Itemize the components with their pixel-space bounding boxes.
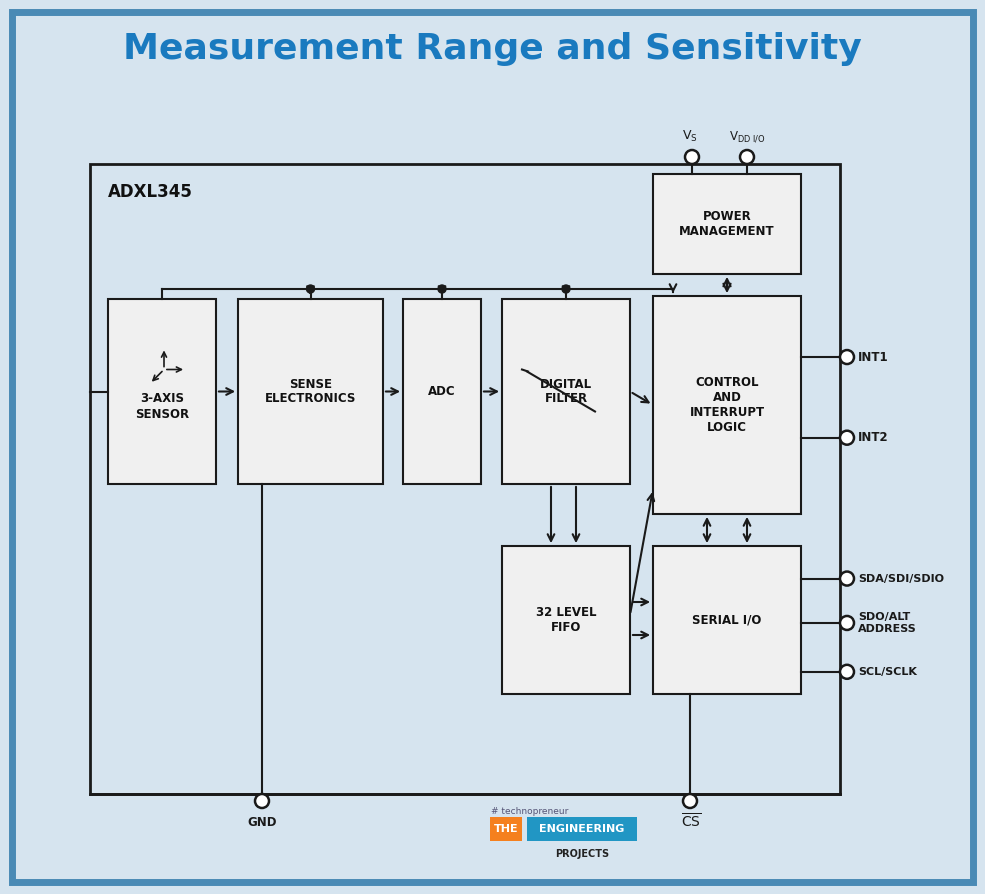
Circle shape: [840, 350, 854, 364]
Bar: [653, 174, 801, 274]
Bar: [502, 299, 630, 484]
Text: SDA/SDI/SDIO: SDA/SDI/SDIO: [858, 574, 944, 584]
Circle shape: [840, 571, 854, 586]
Bar: [490, 817, 522, 841]
Text: $\overline{\mathsf{CS}}$: $\overline{\mathsf{CS}}$: [681, 812, 701, 831]
Text: CONTROL
AND
INTERRUPT
LOGIC: CONTROL AND INTERRUPT LOGIC: [690, 376, 764, 434]
Text: DIGITAL
FILTER: DIGITAL FILTER: [540, 377, 592, 406]
Bar: [238, 299, 383, 484]
Circle shape: [840, 665, 854, 679]
Text: PROJECTS: PROJECTS: [555, 849, 609, 859]
Circle shape: [562, 285, 570, 293]
Text: ADXL345: ADXL345: [107, 183, 192, 201]
Circle shape: [255, 794, 269, 808]
Text: INT1: INT1: [858, 350, 888, 364]
Text: GND: GND: [247, 816, 277, 829]
Circle shape: [683, 794, 697, 808]
Circle shape: [438, 285, 446, 293]
Text: Measurement Range and Sensitivity: Measurement Range and Sensitivity: [122, 32, 861, 66]
Text: ADC: ADC: [428, 385, 456, 398]
Text: SDO/ALT
ADDRESS: SDO/ALT ADDRESS: [858, 612, 917, 634]
Bar: [502, 546, 630, 694]
Bar: [90, 164, 840, 794]
Text: ENGINEERING: ENGINEERING: [540, 824, 624, 834]
Text: SERIAL I/O: SERIAL I/O: [692, 613, 761, 627]
Text: $\mathsf{V_S}$: $\mathsf{V_S}$: [683, 129, 698, 144]
Circle shape: [306, 285, 314, 293]
Bar: [403, 299, 481, 484]
Text: # technopreneur: # technopreneur: [492, 806, 568, 815]
Text: 3-AXIS
SENSOR: 3-AXIS SENSOR: [135, 392, 189, 420]
Text: $\mathsf{V_{DD\ I/O}}$: $\mathsf{V_{DD\ I/O}}$: [729, 130, 765, 144]
Bar: [108, 299, 216, 484]
Circle shape: [740, 150, 754, 164]
Text: POWER
MANAGEMENT: POWER MANAGEMENT: [680, 210, 775, 238]
Text: INT2: INT2: [858, 431, 888, 444]
Circle shape: [840, 616, 854, 630]
Circle shape: [685, 150, 699, 164]
Bar: [653, 546, 801, 694]
Text: THE: THE: [493, 824, 518, 834]
Text: SENSE
ELECTRONICS: SENSE ELECTRONICS: [265, 377, 357, 406]
Bar: [527, 817, 637, 841]
Bar: [653, 296, 801, 514]
Text: 32 LEVEL
FIFO: 32 LEVEL FIFO: [536, 606, 596, 634]
Text: SCL/SCLK: SCL/SCLK: [858, 667, 917, 677]
Circle shape: [840, 431, 854, 444]
